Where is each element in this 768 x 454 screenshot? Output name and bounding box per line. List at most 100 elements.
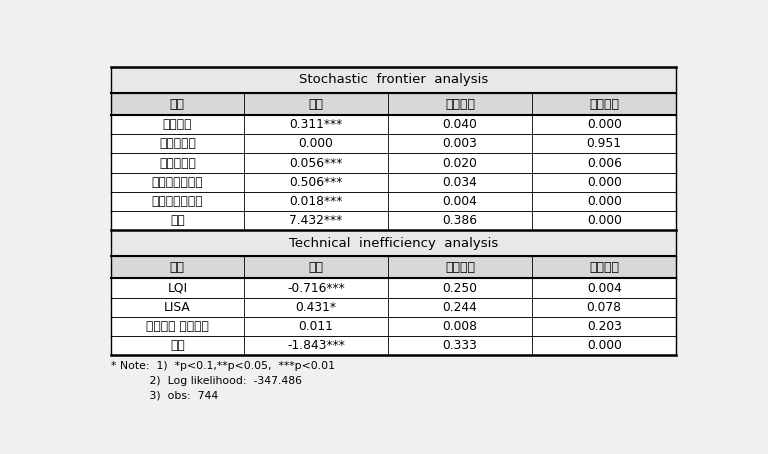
Text: 0.203: 0.203: [587, 320, 621, 333]
Text: 계수: 계수: [308, 261, 323, 274]
Bar: [388, 278, 532, 298]
Bar: [532, 134, 677, 153]
Bar: [111, 257, 243, 278]
Bar: [243, 317, 388, 336]
Bar: [111, 115, 243, 134]
Text: 0.000: 0.000: [587, 339, 621, 352]
Bar: [111, 67, 677, 93]
Bar: [111, 173, 243, 192]
Bar: [243, 298, 388, 317]
Bar: [532, 192, 677, 211]
Bar: [243, 192, 388, 211]
Text: 상수: 상수: [170, 339, 184, 352]
Text: 0.000: 0.000: [587, 176, 621, 189]
Bar: [388, 173, 532, 192]
Text: 조사작목 재배경력: 조사작목 재배경력: [146, 320, 209, 333]
Bar: [388, 336, 532, 355]
Bar: [532, 278, 677, 298]
Text: * Note:  1)  *p<0.1,**p<0.05,  ***p<0.01: * Note: 1) *p<0.1,**p<0.05, ***p<0.01: [111, 361, 335, 371]
Text: 재배면적: 재배면적: [163, 118, 192, 131]
Bar: [111, 134, 243, 153]
Bar: [243, 173, 388, 192]
Text: 계수: 계수: [308, 98, 323, 110]
Bar: [111, 211, 243, 230]
Text: 0.018***: 0.018***: [290, 195, 343, 208]
Text: 0.003: 0.003: [442, 138, 478, 150]
Text: 변수: 변수: [170, 261, 185, 274]
Text: 2)  Log likelihood:  -347.486: 2) Log likelihood: -347.486: [111, 376, 302, 386]
Text: 유의수준: 유의수준: [589, 98, 619, 110]
Bar: [243, 336, 388, 355]
Text: 자가노동비: 자가노동비: [159, 157, 196, 169]
Bar: [532, 298, 677, 317]
Text: Technical  inefficiency  analysis: Technical inefficiency analysis: [289, 237, 498, 250]
Bar: [532, 115, 677, 134]
Text: Stochastic  frontier  analysis: Stochastic frontier analysis: [299, 74, 488, 86]
Bar: [243, 257, 388, 278]
Bar: [243, 93, 388, 115]
Bar: [111, 192, 243, 211]
Text: 0.056***: 0.056***: [290, 157, 343, 169]
Bar: [243, 153, 388, 173]
Text: 0.431*: 0.431*: [296, 301, 336, 314]
Bar: [388, 93, 532, 115]
Bar: [388, 211, 532, 230]
Text: 0.000: 0.000: [587, 118, 621, 131]
Text: 0.004: 0.004: [587, 281, 621, 295]
Text: 0.951: 0.951: [587, 138, 622, 150]
Bar: [532, 153, 677, 173]
Bar: [388, 134, 532, 153]
Text: 3)  obs:  744: 3) obs: 744: [111, 391, 218, 401]
Text: 0.506***: 0.506***: [290, 176, 343, 189]
Text: 고용노동비: 고용노동비: [159, 138, 196, 150]
Text: -1.843***: -1.843***: [287, 339, 345, 352]
Bar: [111, 153, 243, 173]
Text: 0.250: 0.250: [442, 281, 478, 295]
Bar: [243, 115, 388, 134]
Bar: [111, 298, 243, 317]
Text: 0.000: 0.000: [299, 138, 333, 150]
Text: 0.011: 0.011: [299, 320, 333, 333]
Text: 0.333: 0.333: [442, 339, 478, 352]
Text: LQI: LQI: [167, 281, 187, 295]
Bar: [243, 211, 388, 230]
Text: 0.040: 0.040: [442, 118, 478, 131]
Text: 0.008: 0.008: [442, 320, 478, 333]
Text: 유동자본용역비: 유동자본용역비: [151, 176, 203, 189]
Bar: [532, 93, 677, 115]
Text: 0.311***: 0.311***: [290, 118, 343, 131]
Bar: [388, 257, 532, 278]
Text: 0.020: 0.020: [442, 157, 478, 169]
Bar: [388, 115, 532, 134]
Bar: [111, 93, 243, 115]
Text: 고정자본용역비: 고정자본용역비: [151, 195, 203, 208]
Bar: [111, 230, 677, 257]
Text: 0.386: 0.386: [442, 214, 478, 227]
Text: 표준오차: 표준오차: [445, 98, 475, 110]
Bar: [111, 317, 243, 336]
Text: 0.244: 0.244: [442, 301, 478, 314]
Text: 0.004: 0.004: [442, 195, 478, 208]
Bar: [388, 153, 532, 173]
Text: 유의수준: 유의수준: [589, 261, 619, 274]
Bar: [532, 336, 677, 355]
Bar: [388, 192, 532, 211]
Text: 0.006: 0.006: [587, 157, 621, 169]
Text: 0.000: 0.000: [587, 214, 621, 227]
Text: 0.000: 0.000: [587, 195, 621, 208]
Text: LISA: LISA: [164, 301, 190, 314]
Bar: [243, 134, 388, 153]
Text: 0.034: 0.034: [442, 176, 478, 189]
Bar: [532, 317, 677, 336]
Bar: [243, 278, 388, 298]
Text: 상수: 상수: [170, 214, 184, 227]
Text: 표준오차: 표준오차: [445, 261, 475, 274]
Bar: [532, 173, 677, 192]
Text: 변수: 변수: [170, 98, 185, 110]
Bar: [532, 211, 677, 230]
Text: 7.432***: 7.432***: [290, 214, 343, 227]
Bar: [111, 278, 243, 298]
Text: 0.078: 0.078: [587, 301, 622, 314]
Bar: [388, 317, 532, 336]
Bar: [111, 336, 243, 355]
